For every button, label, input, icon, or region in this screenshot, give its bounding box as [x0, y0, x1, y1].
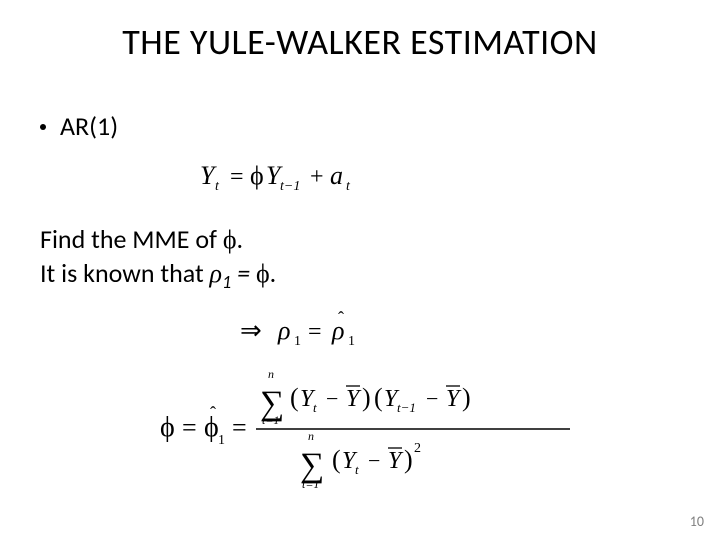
equation-implies: ⇒ ρ 1 = ˆ ρ 1 — [240, 311, 680, 356]
svg-text:=: = — [182, 413, 197, 442]
find-mme-line: Find the MME of ϕ. — [40, 223, 680, 255]
svg-text:=: = — [232, 413, 247, 442]
svg-text:t=1: t=1 — [262, 413, 279, 427]
equation-estimator: ϕ = ˆ ϕ 1 = ∑ n t=1 ( Y t − Y ) — [160, 366, 680, 501]
svg-text:ϕ: ϕ — [250, 161, 264, 190]
svg-text:): ) — [462, 383, 471, 412]
svg-text:t: t — [215, 179, 220, 194]
phi-symbol-2: ϕ — [256, 259, 270, 288]
svg-text:Y: Y — [346, 386, 362, 412]
rho-sub: 1 — [222, 271, 231, 293]
svg-text:t: t — [346, 179, 351, 194]
svg-text:(: ( — [332, 445, 341, 474]
page-number: 10 — [690, 513, 704, 530]
svg-text:(: ( — [374, 383, 383, 412]
svg-text:−: − — [326, 386, 338, 411]
svg-text:(: ( — [290, 383, 299, 412]
svg-text:t=1: t=1 — [302, 477, 319, 491]
svg-text:Y: Y — [388, 448, 404, 474]
slide-body: AR(1) Y t = ϕ Y t−1 + a t Find the MME o… — [40, 110, 680, 501]
svg-text:ρ: ρ — [277, 316, 290, 345]
svg-text:t−1: t−1 — [397, 400, 416, 415]
bullet-dot-icon — [40, 124, 46, 130]
bullet-ar1-text: AR(1) — [60, 110, 118, 142]
svg-text:ϕ: ϕ — [204, 412, 219, 443]
svg-text:ρ: ρ — [331, 316, 344, 345]
svg-text:−: − — [426, 386, 438, 411]
svg-text:n: n — [308, 429, 314, 443]
svg-text:=: = — [230, 164, 244, 190]
svg-text:t: t — [355, 462, 359, 477]
equation-ar1-model: Y t = ϕ Y t−1 + a t — [200, 160, 680, 201]
bullet-ar1: AR(1) — [40, 110, 680, 142]
svg-text:1: 1 — [348, 334, 355, 349]
svg-text:): ) — [404, 445, 413, 474]
slide-title: THE YULE-WALKER ESTIMATION — [0, 20, 720, 64]
svg-text:ϕ: ϕ — [160, 412, 175, 443]
known-period: . — [270, 257, 277, 289]
svg-text:Y: Y — [446, 386, 462, 412]
svg-text:1: 1 — [294, 334, 301, 349]
svg-text:2: 2 — [414, 441, 421, 456]
phi-symbol: ϕ — [223, 225, 237, 254]
svg-text:−: − — [368, 448, 380, 473]
known-prefix: It is known that — [40, 257, 210, 289]
known-line: It is known that ρ1 = ϕ. — [40, 257, 680, 293]
svg-text:1: 1 — [218, 433, 225, 448]
svg-text:n: n — [268, 367, 274, 381]
svg-text:=: = — [308, 319, 322, 345]
slide: THE YULE-WALKER ESTIMATION AR(1) Y t = ϕ… — [0, 0, 720, 540]
svg-text:): ) — [362, 383, 371, 412]
svg-text:+: + — [310, 164, 324, 190]
svg-text:a: a — [330, 161, 343, 190]
svg-text:t: t — [313, 400, 317, 415]
find-prefix: Find the MME of — [40, 223, 223, 255]
svg-text:⇒: ⇒ — [240, 316, 262, 345]
rho-symbol: ρ — [210, 259, 222, 288]
svg-text:t−1: t−1 — [280, 179, 300, 194]
known-eq: = — [231, 257, 256, 289]
find-suffix: . — [237, 223, 244, 255]
